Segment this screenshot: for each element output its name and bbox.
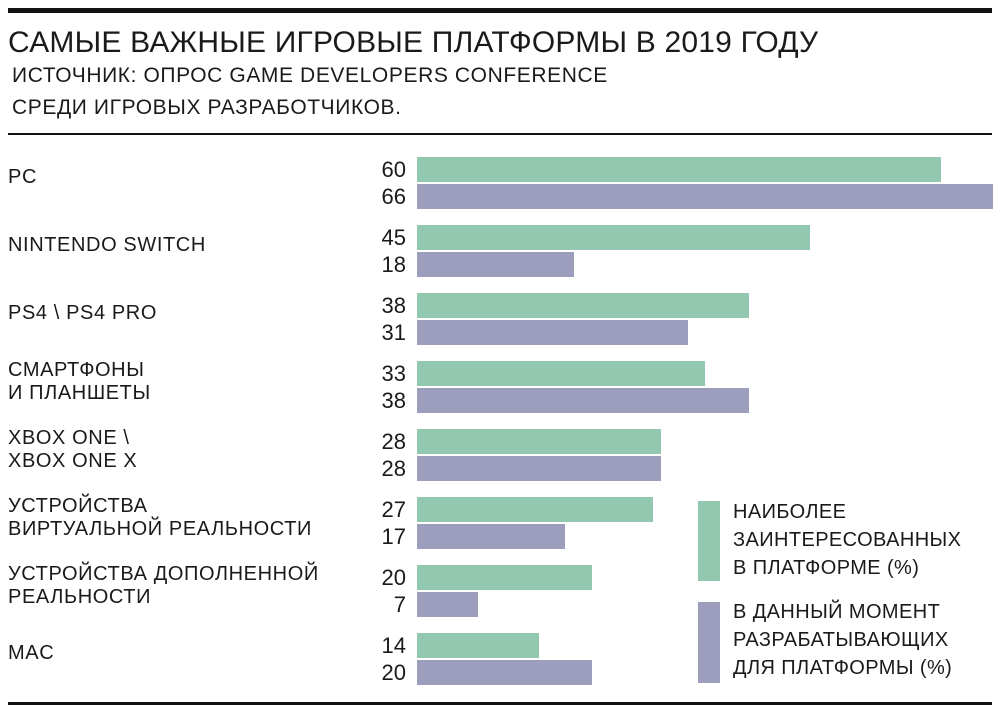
category-label: XBOX ONE \ XBOX ONE X: [8, 427, 137, 473]
value-label-interested: 38: [381, 293, 406, 318]
legend-label-interested: НАИБОЛЕЕ ЗАИНТЕРЕСОВАННЫХ В ПЛАТФОРМЕ (%…: [733, 498, 961, 582]
value-label-interested: 27: [381, 497, 406, 522]
legend-developing-line-1: В ДАННЫЙ МОМЕНТ: [733, 601, 941, 623]
bar-interested: [417, 565, 592, 590]
value-label-interested: 33: [381, 361, 406, 386]
header-rule: [8, 133, 992, 135]
bar-developing: [417, 660, 592, 685]
category-label: PS4 \ PS4 PRO: [8, 302, 157, 325]
bar-developing: [417, 252, 574, 277]
bar-developing: [417, 456, 661, 481]
subtitle-line-1: ИСТОЧНИК: ОПРОС GAME DEVELOPERS CONFEREN…: [12, 64, 608, 87]
bar-interested: [417, 497, 653, 522]
value-label-interested: 60: [381, 157, 406, 182]
value-label-interested: 45: [381, 225, 406, 250]
value-label-interested: 20: [381, 565, 406, 590]
value-label-developing: 31: [381, 320, 406, 345]
value-label-developing: 38: [381, 388, 406, 413]
category-label-line: NINTENDO SWITCH: [8, 234, 206, 256]
value-label-developing: 17: [381, 524, 406, 549]
bar-developing: [417, 524, 565, 549]
value-label-developing: 20: [381, 660, 406, 685]
bar-interested: [417, 157, 941, 182]
value-label-developing: 7: [393, 592, 406, 617]
category-label: СМАРТФОНЫ И ПЛАНШЕТЫ: [8, 359, 151, 405]
category-label-line: XBOX ONE X: [8, 450, 138, 472]
bottom-rule: [8, 702, 992, 705]
value-label-interested: 28: [381, 429, 406, 454]
bar-developing: [417, 184, 993, 209]
legend-swatch-developing: [698, 602, 720, 683]
value-label-developing: 18: [381, 252, 406, 277]
category-label-line: MAC: [8, 642, 55, 664]
category-label-line: XBOX ONE \: [8, 427, 130, 449]
legend-developing-line-3: ДЛЯ ПЛАТФОРМЫ (%): [733, 657, 953, 679]
category-label-line: СМАРТФОНЫ: [8, 359, 145, 381]
legend-interested-line-3: В ПЛАТФОРМЕ (%): [733, 557, 920, 579]
category-label-line: И ПЛАНШЕТЫ: [8, 382, 151, 404]
category-label: NINTENDO SWITCH: [8, 234, 206, 257]
top-rule: [8, 8, 992, 13]
value-label-developing: 66: [381, 184, 406, 209]
category-label: PC: [8, 166, 37, 189]
subtitle-line-2: СРЕДИ ИГРОВЫХ РАЗРАБОТЧИКОВ.: [12, 96, 402, 119]
bar-interested: [417, 293, 749, 318]
bar-developing: [417, 320, 688, 345]
category-label: MAC: [8, 642, 54, 665]
bar-developing: [417, 592, 478, 617]
category-label: УСТРОЙСТВА ВИРТУАЛЬНОЙ РЕАЛЬНОСТИ: [8, 495, 312, 541]
legend-label-developing: В ДАННЫЙ МОМЕНТ РАЗРАБАТЫВАЮЩИХ ДЛЯ ПЛАТ…: [733, 598, 952, 682]
category-label-line: УСТРОЙСТВА ДОПОЛНЕННОЙ: [8, 563, 319, 585]
bar-interested: [417, 633, 539, 658]
bar-interested: [417, 225, 810, 250]
bar-developing: [417, 388, 749, 413]
chart-title: САМЫЕ ВАЖНЫЕ ИГРОВЫЕ ПЛАТФОРМЫ В 2019 ГО…: [8, 26, 819, 59]
category-label-line: УСТРОЙСТВА: [8, 495, 148, 517]
legend-developing-line-2: РАЗРАБАТЫВАЮЩИХ: [733, 629, 949, 651]
legend-swatch-interested: [698, 501, 720, 581]
value-label-interested: 14: [381, 633, 406, 658]
category-label-line: РЕАЛЬНОСТИ: [8, 586, 152, 608]
category-label: УСТРОЙСТВА ДОПОЛНЕННОЙ РЕАЛЬНОСТИ: [8, 563, 319, 609]
bar-interested: [417, 361, 705, 386]
legend-interested-line-2: ЗАИНТЕРЕСОВАННЫХ: [733, 529, 962, 551]
category-label-line: PC: [8, 166, 37, 188]
category-label-line: PS4 \ PS4 PRO: [8, 302, 157, 324]
bar-interested: [417, 429, 661, 454]
value-label-developing: 28: [381, 456, 406, 481]
category-label-line: ВИРТУАЛЬНОЙ РЕАЛЬНОСТИ: [8, 518, 312, 540]
legend-interested-line-1: НАИБОЛЕЕ: [733, 501, 847, 523]
